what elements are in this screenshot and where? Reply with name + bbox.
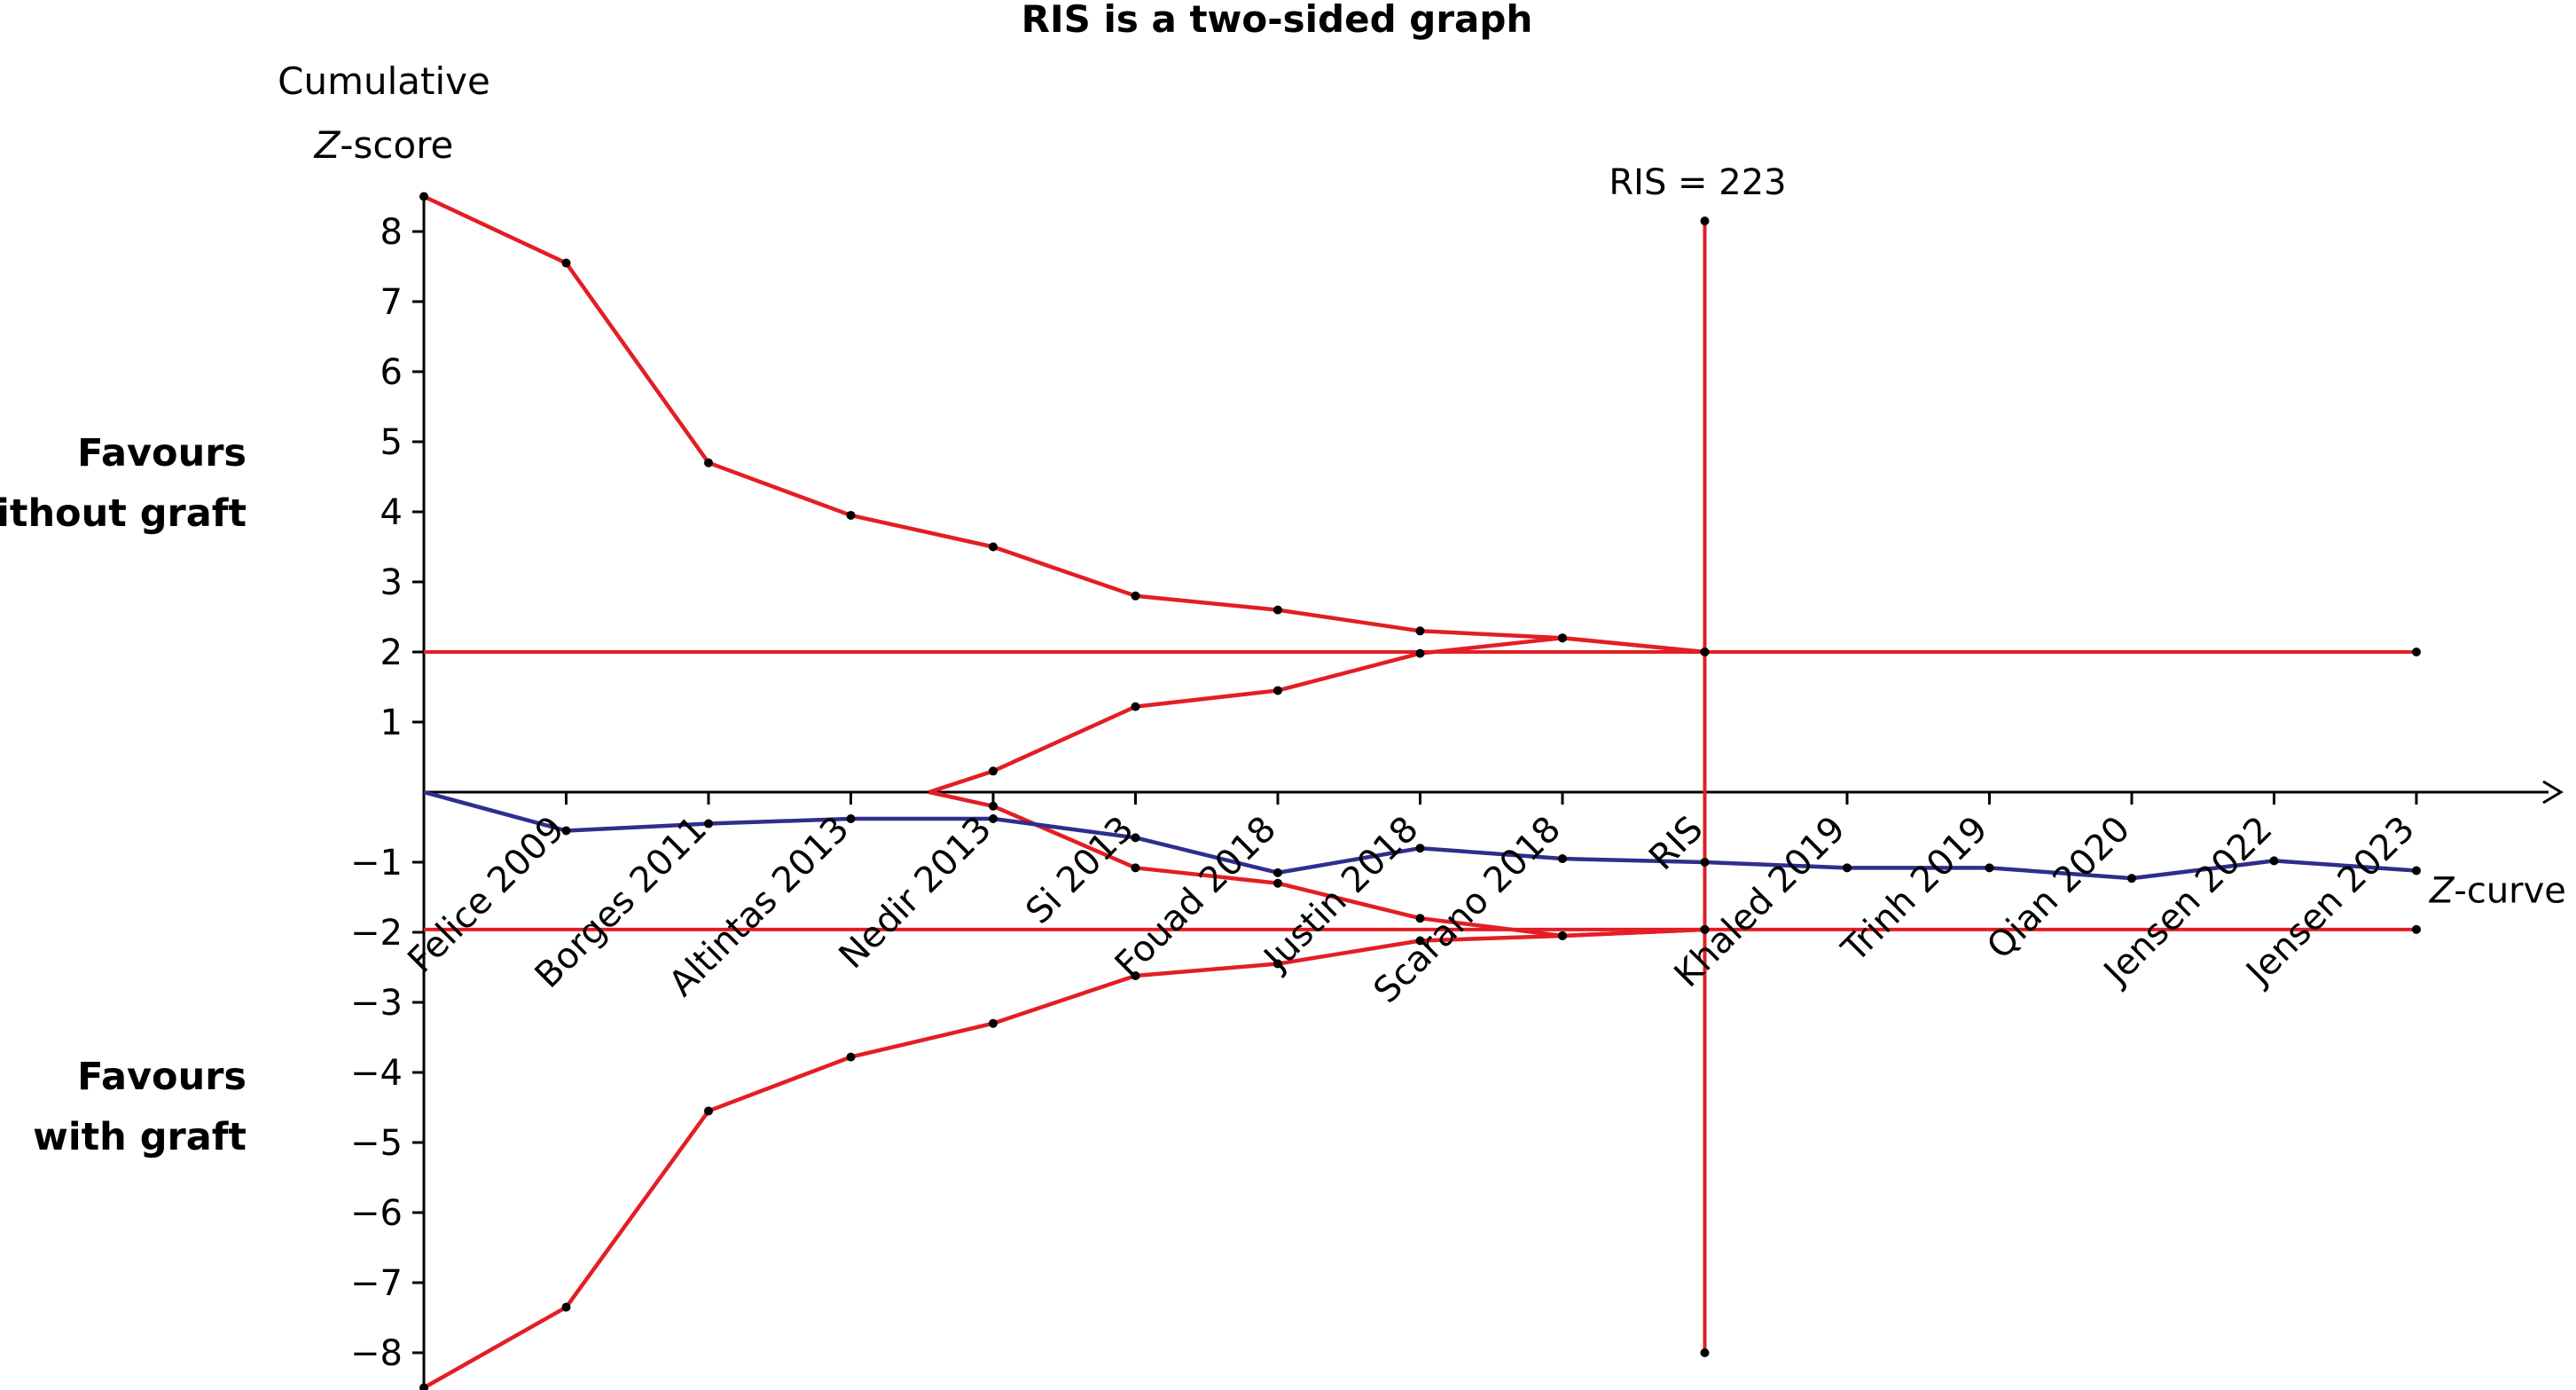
upper-monitoring-boundary-point <box>561 258 571 268</box>
favours-with-graft-line1: Favours <box>77 1055 247 1099</box>
z-curve-point <box>1558 854 1567 864</box>
y-tick-label: 1 <box>380 703 403 743</box>
lower-futility-boundary-point <box>1131 863 1140 873</box>
lower-futility-boundary-point <box>1415 914 1425 923</box>
lower-monitoring-boundary-point <box>989 1018 998 1028</box>
upper-futility-boundary-point <box>1558 633 1567 643</box>
z-curve-point <box>2412 866 2421 876</box>
y-tick-label: 8 <box>380 212 403 253</box>
upper-monitoring-boundary-point <box>989 542 998 552</box>
z-curve-point <box>2269 856 2279 866</box>
y-tick-label: −3 <box>350 983 403 1024</box>
y-axis-label-suffix: -score <box>340 123 453 167</box>
y-tick-label: 3 <box>380 562 403 603</box>
x-category-label: RIS <box>1641 809 1711 878</box>
y-tick-label: 6 <box>380 352 403 393</box>
y-tick-label: −6 <box>350 1193 403 1234</box>
lower-futility-boundary-point <box>989 801 998 811</box>
favours-without-graft-line1: Favours <box>77 431 247 475</box>
z-curve-point <box>1273 868 1282 877</box>
data-points <box>419 192 2421 1390</box>
chart-title: RIS is a two-sided graph <box>1022 0 1533 41</box>
upper-futility-boundary-point <box>1700 648 1710 656</box>
upper-monitoring-boundary-point <box>846 510 856 520</box>
z-curve-point <box>2127 874 2136 883</box>
z-curve-point <box>1415 844 1425 853</box>
y-tick-label: −4 <box>350 1053 403 1094</box>
z-curve-point <box>1985 863 1994 873</box>
z-curve-label-suffix: -curve <box>2454 871 2566 912</box>
z-curve-point <box>989 814 998 824</box>
x-category-label: Trinh 2019 <box>1834 809 1996 971</box>
axes <box>412 192 2564 1390</box>
upper-monitoring-boundary-line <box>423 194 1705 655</box>
z-curve-label-z: Z <box>2429 871 2455 912</box>
ris-top-point <box>1700 216 1710 226</box>
y-tick-label: −2 <box>350 913 403 954</box>
lower-monitoring-boundary-point <box>1273 959 1282 969</box>
x-category-label: Nedir 2013 <box>832 809 1000 978</box>
boundary-end-point <box>2412 924 2421 934</box>
ris-label: RIS = 223 <box>1609 162 1786 203</box>
lower-monitoring-boundary-point <box>1131 970 1140 980</box>
lower-monitoring-boundary-line <box>422 927 1705 1390</box>
boundary-end-point <box>2412 648 2421 656</box>
upper-futility-boundary-point <box>989 766 998 776</box>
lower-monitoring-boundary-point <box>846 1052 856 1062</box>
lower-monitoring-boundary-point <box>561 1302 571 1312</box>
upper-futility-boundary-point <box>1273 686 1282 695</box>
upper-monitoring-boundary-point <box>1131 591 1140 601</box>
upper-monitoring-boundary-point <box>1273 605 1282 615</box>
y-axis-label-z: Z <box>314 123 341 167</box>
z-curve-point <box>704 819 713 829</box>
y-tick-label: −1 <box>350 843 403 883</box>
upper-futility-boundary-line <box>928 635 1705 795</box>
ris-bottom-point <box>1700 1348 1710 1357</box>
lower-monitoring-boundary-point <box>419 1383 428 1390</box>
x-axis-arrow-icon <box>2542 780 2564 805</box>
x-category-label: Qian 2020 <box>1979 809 2138 968</box>
y-tick-label: −5 <box>350 1123 403 1164</box>
y-tick-label: 2 <box>380 632 403 673</box>
upper-monitoring-boundary-point <box>419 192 428 201</box>
favours-with-graft-line2: with graft <box>33 1115 247 1159</box>
upper-monitoring-boundary-point <box>1415 626 1425 636</box>
z-curve-point <box>561 826 571 836</box>
z-curve-point <box>1700 858 1710 867</box>
upper-monitoring-boundary-point <box>704 458 713 467</box>
upper-futility-boundary-point <box>1131 702 1140 711</box>
lower-monitoring-boundary-point <box>1415 936 1425 946</box>
lower-monitoring-boundary-point <box>704 1106 713 1116</box>
y-tick-label: 5 <box>380 422 403 463</box>
y-axis-label-line1: Cumulative <box>278 59 490 103</box>
y-axis-label-line2: Z-score <box>314 123 454 167</box>
z-curve-point <box>1843 863 1852 873</box>
lower-futility-boundary-point <box>1700 924 1710 934</box>
lower-futility-boundary-point <box>1273 878 1282 888</box>
upper-futility-boundary-point <box>1415 648 1425 658</box>
z-curve-point <box>846 814 856 824</box>
y-tick-label: −8 <box>350 1333 403 1374</box>
y-tick-label: 7 <box>380 282 403 323</box>
y-tick-label: 4 <box>380 492 403 533</box>
y-tick-label: −7 <box>350 1263 403 1304</box>
z-curve-point <box>1131 833 1140 843</box>
favours-without-graft-line2: without graft <box>0 491 247 536</box>
z-curve-label: Z-curve <box>2429 871 2566 912</box>
lower-futility-boundary-point <box>1558 931 1567 940</box>
